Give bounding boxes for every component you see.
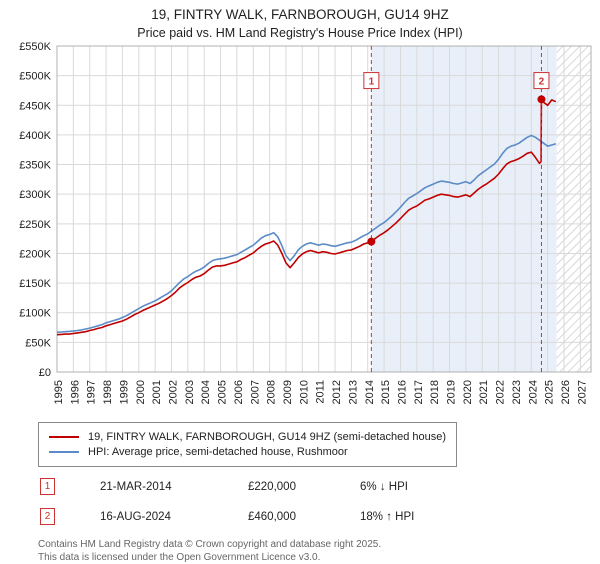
- x-tick-label: 2020: [462, 380, 474, 404]
- x-tick-label: 2009: [282, 380, 294, 404]
- x-tick-label: 2026: [560, 380, 572, 404]
- sale-marker-number-2: 2: [539, 77, 545, 88]
- y-tick-label: £150K: [19, 278, 51, 290]
- price-chart: 1 2 £0 £50K £100K £150K £200K £250K £300K £350K £4…: [19, 41, 592, 404]
- sale-1-number-box: 1: [40, 478, 55, 495]
- plot-border: [56, 45, 592, 373]
- y-tick-label: £200K: [19, 248, 51, 260]
- x-tick-label: 2016: [396, 380, 408, 404]
- sale-annotation-1: 1 21-MAR-2014 £220,000 6% ↓ HPI: [40, 478, 600, 495]
- y-tick-label: £450K: [19, 100, 51, 112]
- x-tick-label: 2002: [167, 380, 179, 404]
- x-tick-label: 2019: [446, 380, 458, 404]
- legend-row-hpi: HPI: Average price, semi-detached house,…: [49, 446, 446, 458]
- y-tick-label: £50K: [25, 337, 51, 349]
- sale-1-hpi-delta: 6% ↓ HPI: [360, 480, 408, 493]
- x-tick-label: 2012: [331, 380, 343, 404]
- sale-2-price: £460,000: [248, 510, 296, 523]
- chart-legend: 19, FINTRY WALK, FARNBOROUGH, GU14 9HZ (…: [38, 422, 458, 467]
- x-tick-label: 2006: [233, 380, 245, 404]
- hpi-line-swatch: [49, 451, 79, 453]
- page-subtitle: Price paid vs. HM Land Registry's House …: [137, 26, 463, 40]
- license-footer: Contains HM Land Registry data © Crown c…: [38, 538, 600, 564]
- gridlines: [56, 45, 591, 373]
- x-tick-label: 2011: [315, 380, 327, 404]
- x-tick-label: 2007: [249, 380, 261, 404]
- x-tick-label: 2008: [266, 380, 278, 404]
- x-tick-label: 2000: [135, 380, 147, 404]
- y-tick-label: £250K: [19, 219, 51, 231]
- sale-marker-box-2: [533, 72, 550, 90]
- sale-1-price: £220,000: [248, 480, 296, 493]
- x-tick-label: 2004: [200, 380, 212, 404]
- property-series-line: [56, 98, 557, 336]
- sale-2-hpi-delta: 18% ↑ HPI: [360, 510, 415, 523]
- legend-property-label: 19, FINTRY WALK, FARNBOROUGH, GU14 9HZ (…: [88, 431, 447, 443]
- y-tick-label: £350K: [19, 160, 51, 172]
- x-tick-label: 1996: [69, 380, 81, 404]
- x-tick-label: 2022: [495, 380, 507, 404]
- sale-annotations: 1 21-MAR-2014 £220,000 6% ↓ HPI 2 16-AUG…: [40, 478, 600, 525]
- x-tick-label: 2010: [298, 380, 310, 404]
- sale-dot-2: [537, 95, 546, 104]
- x-tick-label: 1999: [118, 380, 130, 404]
- y-tick-label: £100K: [19, 308, 51, 320]
- x-tick-label: 2001: [151, 380, 163, 404]
- x-tick-label: 2005: [217, 380, 229, 404]
- sale-2-number-box: 2: [40, 508, 55, 525]
- x-tick-label: 1998: [102, 380, 114, 404]
- footer-line-1: Contains HM Land Registry data © Crown c…: [38, 539, 382, 550]
- x-tick-label: 2024: [527, 380, 539, 404]
- sale-marker-box-1: [363, 72, 380, 90]
- sale-annotation-2: 2 16-AUG-2024 £460,000 18% ↑ HPI: [40, 508, 600, 525]
- x-tick-label: 2027: [576, 380, 588, 404]
- x-tick-label: 2017: [413, 380, 425, 404]
- x-tick-label: 2014: [364, 380, 376, 404]
- page-title: 19, FINTRY WALK, FARNBOROUGH, GU14 9HZ: [151, 7, 449, 22]
- hpi-series-line: [56, 134, 557, 334]
- sale-dot-1: [367, 237, 376, 246]
- y-tick-label: £300K: [19, 189, 51, 201]
- y-tick-label: £400K: [19, 130, 51, 142]
- y-tick-label: £550K: [19, 41, 51, 53]
- x-tick-label: 2003: [184, 380, 196, 404]
- x-tick-label: 1995: [53, 380, 65, 404]
- x-tick-label: 2023: [511, 380, 523, 404]
- x-tick-label: 2018: [429, 380, 441, 404]
- property-line-swatch: [49, 436, 79, 438]
- legend-row-property: 19, FINTRY WALK, FARNBOROUGH, GU14 9HZ (…: [49, 431, 446, 443]
- y-tick-label: £500K: [19, 71, 51, 83]
- sale-marker-number-1: 1: [369, 77, 375, 88]
- x-tick-label: 1997: [86, 380, 98, 404]
- sale-1-date: 21-MAR-2014: [100, 480, 172, 493]
- legend-hpi-label: HPI: Average price, semi-detached house,…: [88, 446, 348, 458]
- x-tick-label: 2013: [347, 380, 359, 404]
- chart-header: 19, FINTRY WALK, FARNBOROUGH, GU14 9HZ P…: [0, 0, 600, 40]
- x-tick-label: 2025: [544, 380, 556, 404]
- future-hatch-region: [556, 46, 591, 372]
- footer-line-2: This data is licensed under the Open Gov…: [38, 552, 321, 563]
- x-tick-label: 2021: [478, 380, 490, 404]
- between-sales-shading: [371, 46, 557, 372]
- y-tick-label: £0: [39, 367, 51, 379]
- x-tick-label: 2015: [380, 380, 392, 404]
- sale-2-date: 16-AUG-2024: [100, 510, 171, 523]
